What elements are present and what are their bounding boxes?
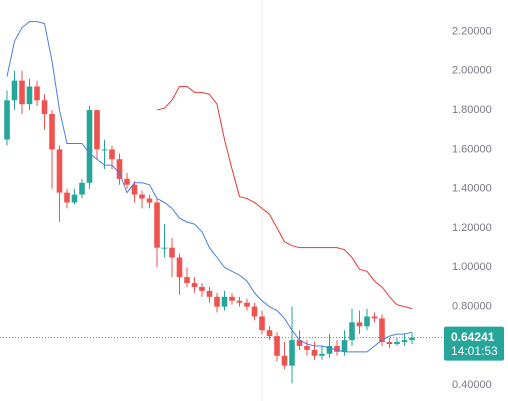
y-tick-label: 2.20000 bbox=[452, 25, 492, 37]
candle-body bbox=[154, 202, 160, 248]
candle-body bbox=[139, 194, 145, 199]
candle-body bbox=[229, 296, 235, 301]
candle-body bbox=[371, 316, 378, 319]
candle-body bbox=[311, 349, 318, 356]
candle-body bbox=[244, 302, 250, 307]
candle-body bbox=[79, 182, 85, 195]
y-tick-label: 1.60000 bbox=[452, 143, 492, 155]
indicator-line bbox=[6, 21, 413, 353]
candle-body bbox=[101, 149, 108, 151]
candle-body bbox=[221, 296, 228, 307]
candle-body bbox=[26, 86, 33, 105]
candle-body bbox=[109, 149, 115, 160]
candle-body bbox=[124, 178, 130, 185]
candle-body bbox=[86, 110, 93, 183]
candle-body bbox=[401, 340, 408, 343]
candle-body bbox=[296, 340, 303, 346]
candle-body bbox=[49, 114, 55, 150]
candle-body bbox=[71, 194, 78, 203]
indicator-line bbox=[156, 85, 413, 310]
candle-body bbox=[131, 184, 138, 195]
candle-body bbox=[19, 80, 25, 105]
candle-body bbox=[184, 277, 190, 284]
candle-body bbox=[169, 247, 175, 258]
candle-body bbox=[199, 286, 205, 291]
candle-body bbox=[409, 337, 415, 341]
candle-body bbox=[259, 316, 265, 331]
candle-body bbox=[4, 100, 10, 140]
price-box bbox=[444, 326, 504, 361]
candle-body bbox=[319, 353, 325, 356]
candle-body bbox=[214, 296, 220, 307]
candle-body bbox=[191, 283, 198, 287]
candle-body bbox=[34, 86, 40, 101]
y-tick-label: 0.80000 bbox=[452, 301, 492, 313]
candle-body bbox=[289, 340, 295, 366]
candle-body bbox=[41, 100, 48, 115]
candle-body bbox=[56, 149, 63, 193]
candle-body bbox=[176, 257, 183, 278]
y-tick-label: 1.40000 bbox=[452, 183, 492, 195]
candle-body bbox=[386, 342, 393, 344]
candle-body bbox=[281, 355, 288, 366]
candle-body bbox=[94, 110, 100, 150]
y-tick-label: 1.80000 bbox=[452, 104, 492, 116]
candle-body bbox=[236, 300, 243, 303]
candle-body bbox=[146, 198, 153, 203]
candle-body bbox=[266, 330, 273, 337]
candle-body bbox=[274, 336, 280, 356]
candle-body bbox=[116, 159, 123, 179]
candle-body bbox=[341, 340, 348, 352]
candle-body bbox=[161, 247, 168, 249]
y-tick-label: 1.00000 bbox=[452, 261, 492, 273]
y-tick-label: 2.00000 bbox=[452, 65, 492, 77]
candle-body bbox=[206, 290, 213, 297]
candle-body bbox=[349, 322, 355, 341]
candle-body bbox=[334, 345, 340, 352]
y-tick-label: 1.20000 bbox=[452, 222, 492, 234]
candle-body bbox=[326, 345, 333, 354]
countdown: 14:01:53 bbox=[451, 344, 498, 358]
candle-body bbox=[304, 345, 310, 350]
y-tick-label: 0.40000 bbox=[452, 379, 492, 391]
candle-body bbox=[11, 80, 18, 101]
candle-body bbox=[394, 342, 400, 344]
candle-body bbox=[379, 318, 385, 343]
last-price: 0.64241 bbox=[451, 330, 495, 344]
candle-body bbox=[64, 192, 70, 203]
candle-body bbox=[251, 306, 258, 317]
candle-body bbox=[356, 322, 363, 327]
candle-body bbox=[364, 316, 370, 327]
